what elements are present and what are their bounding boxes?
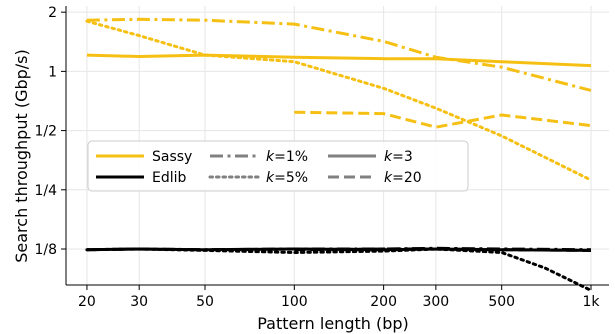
legend-label: Edlib [152, 170, 187, 186]
x-tick-label: 100 [281, 294, 308, 310]
legend-label: k=5% [266, 170, 308, 186]
series-sassy-1-line [85, 19, 593, 182]
series-edlib-5-line [85, 247, 593, 292]
y-tick-label: 2 [48, 5, 57, 21]
series-edlib-6-line [86, 247, 592, 252]
legend-label: k=20 [384, 170, 422, 186]
y-tick-label: 1/4 [34, 183, 57, 199]
y-tick-label: 1 [48, 64, 57, 80]
y-tick-label: 1/2 [34, 124, 57, 140]
x-tick-label: 200 [370, 294, 397, 310]
x-tick-label: 300 [422, 294, 449, 310]
ticks: 20 30 50 100 200 300 500 1k 2 1 1/2 1/4 1/8 [34, 5, 600, 310]
series-lines [85, 17, 593, 292]
legend: Sassy Edlib k=1% k=5% k=3 k=20 [87, 140, 469, 192]
legend-label: k=3 [384, 149, 413, 165]
series-sassy-3-line [294, 110, 592, 129]
legend-label: k=1% [266, 149, 308, 165]
x-tick-label: 20 [78, 294, 96, 310]
y-axis-label: Search throughput (Gbp/s) [12, 49, 31, 263]
legend-box [87, 140, 469, 192]
x-tick-label: 1k [582, 294, 600, 310]
series-sassy-2-line [86, 53, 592, 68]
series-sassy-0-line [86, 17, 592, 92]
x-tick-label: 50 [196, 294, 214, 310]
legend-label: Sassy [152, 149, 192, 165]
x-axis-label: Pattern length (bp) [257, 314, 409, 333]
axes [65, 6, 609, 286]
x-tick-label: 30 [130, 294, 148, 310]
x-tick-label: 500 [488, 294, 515, 310]
y-tick-label: 1/8 [34, 242, 57, 258]
